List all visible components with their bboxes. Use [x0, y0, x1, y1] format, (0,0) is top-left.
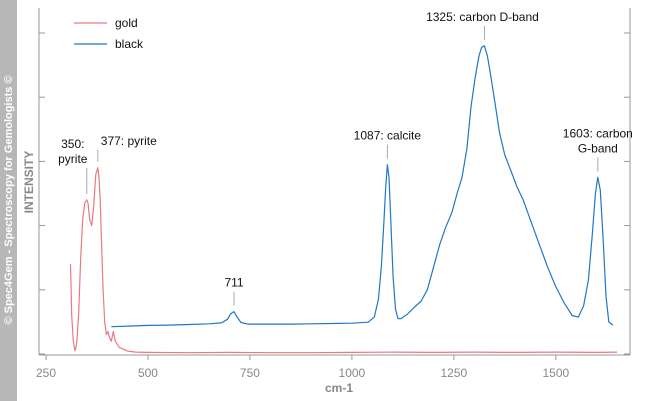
plot-area — [69, 45, 618, 354]
annotation-label: 350: — [61, 137, 84, 151]
y-axis-label: INTENSITY — [22, 151, 36, 214]
annotation-label: 1325: carbon D-band — [426, 10, 539, 24]
x-tick-label: 250 — [36, 366, 56, 380]
legend-label-black: black — [115, 37, 144, 51]
x-tick-label: 750 — [240, 366, 260, 380]
legend-label-gold: gold — [115, 16, 138, 30]
peak-annotations: 350:pyrite 377: pyrite 711 1087: calcite 132… — [58, 10, 633, 306]
annotation-label: G-band — [578, 141, 618, 155]
annotation-label: 1603: carbon — [563, 126, 633, 140]
annotation-label: 711 — [224, 276, 243, 290]
annotation-label: 377: pyrite — [101, 134, 157, 148]
annotation-label: 1087: calcite — [354, 129, 422, 143]
x-axis-label: cm-1 — [325, 381, 353, 395]
series-line-gold — [69, 167, 618, 354]
x-tick-label: 1500 — [542, 366, 569, 380]
x-tick-label: 500 — [138, 366, 158, 380]
chart-axes: 250 500 750 1000 1250 1500 cm-1 INTENSITY — [22, 8, 631, 395]
series-line-black — [111, 45, 614, 328]
watermark-sidebar: © Spec4Gem - Spectroscopy for Gemologist… — [0, 0, 17, 401]
annotation-label: pyrite — [58, 152, 88, 166]
x-tick-label: 1250 — [441, 366, 468, 380]
chart-legend: gold black — [74, 16, 144, 51]
x-tick-label: 1000 — [339, 366, 366, 380]
